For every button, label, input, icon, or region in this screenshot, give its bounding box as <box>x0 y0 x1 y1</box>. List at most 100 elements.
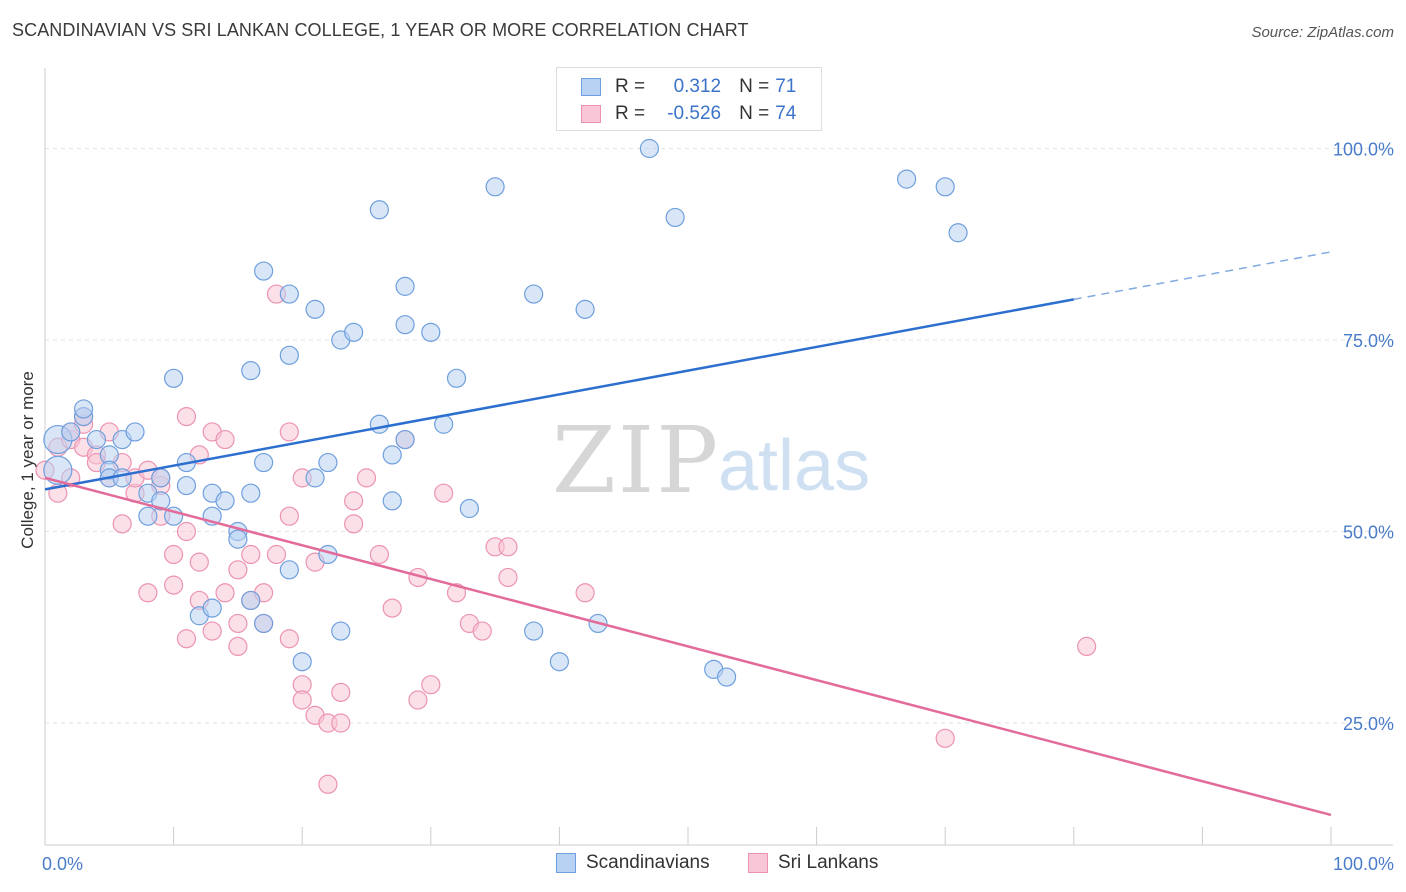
scandinavians-point <box>279 284 299 304</box>
scandinavians-point <box>459 498 479 519</box>
sri-lankans-point <box>331 713 351 733</box>
legend-row-scandinavians: R = 0.312 N = 71 <box>581 74 796 100</box>
scandinavians-point <box>241 483 261 503</box>
sri-lankans-point <box>164 575 184 595</box>
axes <box>44 68 1393 846</box>
sri-lankans-point <box>1077 636 1097 657</box>
legend-box: R = 0.312 N = 71 R = -0.526 N = 74 <box>556 67 822 131</box>
scandinavians-point <box>73 399 94 419</box>
scandinavians-point <box>948 223 968 243</box>
watermark: ZIP atlas <box>552 407 870 514</box>
chart-source: Source: ZipAtlas.com <box>1251 24 1394 41</box>
sri-lankans-point <box>266 544 287 565</box>
scandinavians-point <box>485 177 505 197</box>
scandinavians-point <box>202 598 222 618</box>
legend-n-value-blue: 71 <box>775 76 797 97</box>
sri-lankans-point <box>356 468 377 488</box>
scandinavians-point <box>151 491 171 511</box>
bottom-legend-scandinavians: Scandinavians <box>556 852 710 874</box>
trend-line-scandinavians-extension <box>1073 251 1332 301</box>
sri-lankans-point <box>228 613 248 634</box>
sri-lankans-point <box>434 483 454 503</box>
y-axis-label: College, 1 year or more <box>18 371 37 549</box>
legend-r-value-blue: 0.312 <box>673 76 722 97</box>
scandinavians-point <box>241 590 261 611</box>
sri-lankans-point <box>202 621 222 641</box>
sri-lankans-point <box>318 774 338 794</box>
legend-r-value-pink: -0.526 <box>667 103 722 124</box>
sri-lankans-point <box>215 583 235 603</box>
sri-lankans-point <box>279 506 299 526</box>
scandinavians-point <box>228 529 248 549</box>
sri-lankans-point <box>382 598 402 618</box>
scandinavians-point <box>549 652 570 672</box>
legend-n-value-pink: 74 <box>775 103 797 124</box>
y-tick-label-50: 50.0% <box>1343 523 1394 543</box>
scandinavians-point <box>382 445 402 465</box>
scandinavians-point <box>292 652 312 672</box>
sri-lankans-point <box>138 583 158 603</box>
y-tick-labels: 25.0% 50.0% 75.0% 100.0% <box>1333 140 1394 735</box>
series-sri-lankans-points <box>35 284 1097 794</box>
legend-n-label: N = <box>739 76 770 97</box>
sri-lankans-point <box>369 544 389 565</box>
sri-lankans-point <box>228 636 248 657</box>
y-tick-label-100: 100.0% <box>1333 140 1394 160</box>
scandinavians-point <box>716 667 737 687</box>
sri-lankans-point <box>112 514 132 534</box>
scandinavians-point <box>241 361 261 381</box>
sri-lankans-point <box>279 629 299 649</box>
sri-lankans-point <box>344 514 364 534</box>
bottom-legend-label-pink: Sri Lankans <box>778 852 879 873</box>
scandinavians-point <box>395 276 415 296</box>
scandinavians-point <box>395 429 415 450</box>
legend-r-label: R = <box>615 76 646 97</box>
scandinavians-point <box>164 368 184 388</box>
scandinavians-point <box>43 455 73 485</box>
sri-lankans-point <box>241 544 261 565</box>
scandinavians-point <box>344 322 364 342</box>
sri-lankans-point <box>176 407 197 427</box>
x-tick-left: 0.0% <box>42 854 83 874</box>
scandinavians-point <box>897 169 917 189</box>
sri-lankans-point <box>935 728 955 748</box>
x-tick-labels: 0.0% 100.0% <box>42 854 1394 874</box>
sri-lankans-point <box>279 422 299 442</box>
scandinavians-point <box>125 422 145 442</box>
scandinavians-point <box>395 315 415 335</box>
grid-lines <box>45 148 1391 724</box>
scandinavians-point <box>369 414 389 434</box>
scandinavians-point <box>151 468 171 488</box>
scandinavians-point <box>935 177 955 197</box>
trend-lines <box>44 251 1332 817</box>
sri-lankans-point <box>189 552 209 572</box>
scandinavians-point <box>305 299 325 319</box>
series-scandinavians-points <box>43 138 968 687</box>
sri-lankans-point <box>498 567 518 588</box>
scandinavians-point <box>254 613 274 634</box>
y-tick-label-75: 75.0% <box>1343 331 1394 351</box>
scandinavians-point <box>331 621 351 641</box>
scandinavians-point <box>382 491 402 511</box>
scandinavians-point <box>176 475 197 496</box>
scandinavians-point <box>318 452 338 473</box>
trend-line-sri-lankans <box>44 476 1332 817</box>
legend-n-label: N = <box>739 103 770 124</box>
sri-lankans-point <box>164 544 184 565</box>
scandinavians-point <box>305 468 325 488</box>
scandinavians-point <box>421 322 441 342</box>
scandinavians-point <box>524 621 544 641</box>
sri-lankans-point <box>331 682 351 702</box>
y-tick-label-25: 25.0% <box>1343 714 1394 734</box>
watermark-zip: ZIP <box>552 407 720 514</box>
bottom-legend-swatch-pink <box>748 853 768 873</box>
legend-r-label: R = <box>615 103 646 124</box>
scandinavians-point <box>112 468 132 488</box>
legend-swatch-pink <box>581 105 601 123</box>
chart-title: SCANDINAVIAN VS SRI LANKAN COLLEGE, 1 YE… <box>12 20 749 40</box>
watermark-atlas: atlas <box>718 426 870 506</box>
x-tick-right: 100.0% <box>1333 854 1394 874</box>
sri-lankans-point <box>575 583 595 603</box>
sri-lankans-point <box>446 583 467 603</box>
scandinavians-point <box>279 560 299 580</box>
